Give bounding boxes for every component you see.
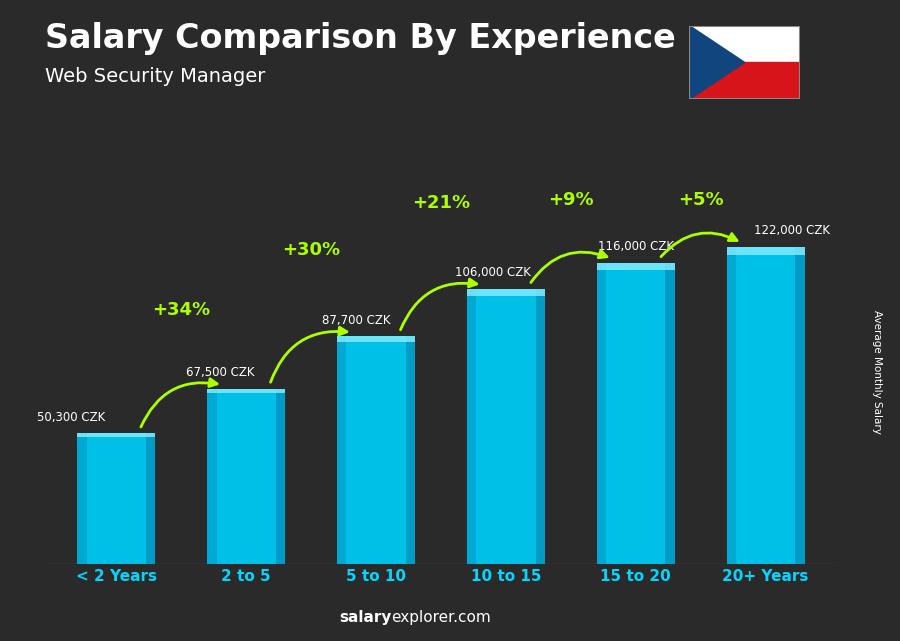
FancyBboxPatch shape — [597, 263, 675, 564]
FancyArrowPatch shape — [661, 233, 737, 256]
Text: Salary Comparison By Experience: Salary Comparison By Experience — [45, 22, 676, 55]
Text: Average Monthly Salary: Average Monthly Salary — [872, 310, 883, 434]
FancyArrowPatch shape — [141, 379, 217, 427]
Bar — [207, 388, 285, 393]
FancyArrowPatch shape — [271, 327, 346, 382]
Text: 87,700 CZK: 87,700 CZK — [322, 313, 391, 326]
Bar — [726, 247, 805, 255]
Bar — [467, 288, 476, 564]
Text: +21%: +21% — [412, 194, 470, 212]
FancyArrowPatch shape — [531, 251, 607, 283]
Bar — [689, 62, 800, 99]
Bar — [146, 433, 156, 564]
Bar — [796, 247, 805, 564]
Text: 122,000 CZK: 122,000 CZK — [753, 224, 830, 237]
Polygon shape — [689, 26, 745, 99]
Bar — [207, 388, 217, 564]
Bar — [275, 388, 285, 564]
FancyBboxPatch shape — [207, 388, 285, 564]
Text: 116,000 CZK: 116,000 CZK — [598, 240, 674, 253]
Text: Web Security Manager: Web Security Manager — [45, 67, 266, 87]
FancyArrowPatch shape — [400, 279, 477, 329]
Bar — [406, 336, 415, 564]
Text: 67,500 CZK: 67,500 CZK — [186, 366, 255, 379]
Bar — [536, 288, 544, 564]
Text: salary: salary — [339, 610, 392, 625]
Bar — [665, 263, 675, 564]
Text: +9%: +9% — [548, 191, 594, 209]
Bar — [77, 433, 156, 437]
Bar — [597, 263, 675, 270]
Bar — [726, 247, 736, 564]
Text: +30%: +30% — [282, 241, 340, 259]
Text: 50,300 CZK: 50,300 CZK — [37, 411, 105, 424]
Bar — [597, 263, 607, 564]
FancyBboxPatch shape — [77, 433, 156, 564]
Bar — [338, 336, 346, 564]
Bar — [467, 288, 544, 296]
FancyBboxPatch shape — [338, 336, 415, 564]
FancyBboxPatch shape — [467, 288, 544, 564]
FancyBboxPatch shape — [726, 247, 805, 564]
Bar — [689, 26, 800, 62]
Text: explorer.com: explorer.com — [392, 610, 491, 625]
Bar — [77, 433, 86, 564]
Text: +5%: +5% — [678, 190, 724, 208]
Text: +34%: +34% — [152, 301, 211, 319]
Bar — [338, 336, 415, 342]
Text: 106,000 CZK: 106,000 CZK — [455, 266, 531, 279]
